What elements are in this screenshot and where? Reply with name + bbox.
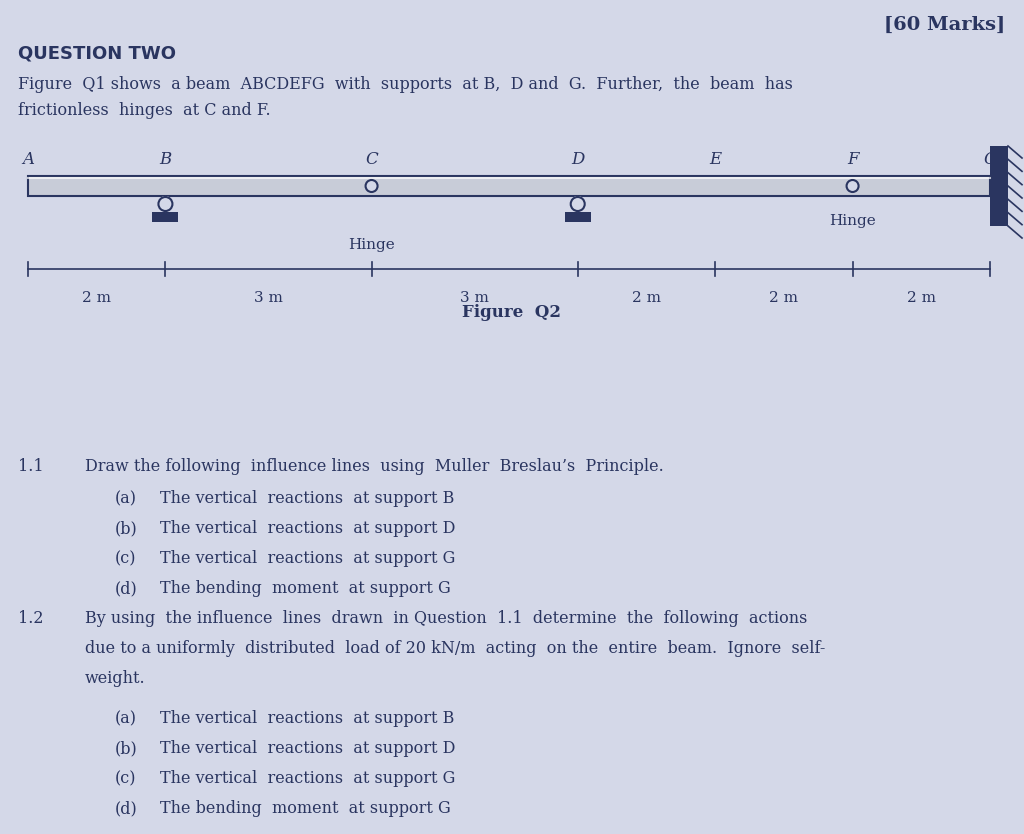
Text: (a): (a)	[115, 490, 137, 507]
Text: 1.2: 1.2	[18, 610, 43, 627]
Text: The vertical  reactions  at support G: The vertical reactions at support G	[160, 770, 456, 787]
Text: 3 m: 3 m	[254, 291, 283, 305]
Bar	[990, 146, 1008, 226]
Text: E: E	[709, 151, 721, 168]
Text: (b): (b)	[115, 740, 138, 757]
Text: The vertical  reactions  at support D: The vertical reactions at support D	[160, 740, 456, 757]
Bar	[564, 212, 591, 222]
Text: By using  the influence  lines  drawn  in Question  1.1  determine  the  followi: By using the influence lines drawn in Qu…	[85, 610, 807, 627]
Text: 2 m: 2 m	[907, 291, 936, 305]
Text: Figure  Q2: Figure Q2	[463, 304, 561, 321]
Text: due to a uniformly  distributed  load of 20 kN/m  acting  on the  entire  beam. : due to a uniformly distributed load of 2…	[85, 640, 825, 657]
Text: The vertical  reactions  at support B: The vertical reactions at support B	[160, 710, 455, 727]
Text: The bending  moment  at support G: The bending moment at support G	[160, 800, 451, 817]
Text: Hinge: Hinge	[348, 238, 395, 252]
Text: The vertical  reactions  at support B: The vertical reactions at support B	[160, 490, 455, 507]
Text: [60 Marks]: [60 Marks]	[884, 16, 1005, 34]
Text: The vertical  reactions  at support G: The vertical reactions at support G	[160, 550, 456, 567]
Circle shape	[847, 180, 858, 192]
Text: D: D	[571, 151, 585, 168]
Text: QUESTION TWO: QUESTION TWO	[18, 44, 176, 62]
Text: 2 m: 2 m	[769, 291, 799, 305]
Text: Figure  Q1 shows  a beam  ABCDEFG  with  supports  at B,  D and  G.  Further,  t: Figure Q1 shows a beam ABCDEFG with supp…	[18, 76, 793, 93]
Text: 1.1: 1.1	[18, 458, 44, 475]
Text: 2 m: 2 m	[632, 291, 660, 305]
FancyBboxPatch shape	[28, 176, 990, 196]
Text: (d): (d)	[115, 580, 138, 597]
Text: G: G	[983, 151, 996, 168]
Bar	[153, 212, 178, 222]
Text: (a): (a)	[115, 710, 137, 727]
Text: (c): (c)	[115, 550, 136, 567]
Text: The vertical  reactions  at support D: The vertical reactions at support D	[160, 520, 456, 537]
Text: B: B	[160, 151, 172, 168]
Text: 3 m: 3 m	[460, 291, 489, 305]
Text: (b): (b)	[115, 520, 138, 537]
Text: frictionless  hinges  at C and F.: frictionless hinges at C and F.	[18, 102, 270, 119]
Text: A: A	[22, 151, 34, 168]
Text: 2 m: 2 m	[82, 291, 112, 305]
Circle shape	[159, 197, 172, 211]
Text: The bending  moment  at support G: The bending moment at support G	[160, 580, 451, 597]
Text: Draw the following  influence lines  using  Muller  Breslau’s  Principle.: Draw the following influence lines using…	[85, 458, 664, 475]
Text: F: F	[847, 151, 858, 168]
Text: C: C	[366, 151, 378, 168]
Text: weight.: weight.	[85, 670, 145, 687]
Circle shape	[366, 180, 378, 192]
Text: (d): (d)	[115, 800, 138, 817]
Text: (c): (c)	[115, 770, 136, 787]
Circle shape	[570, 197, 585, 211]
Text: Hinge: Hinge	[829, 214, 876, 228]
